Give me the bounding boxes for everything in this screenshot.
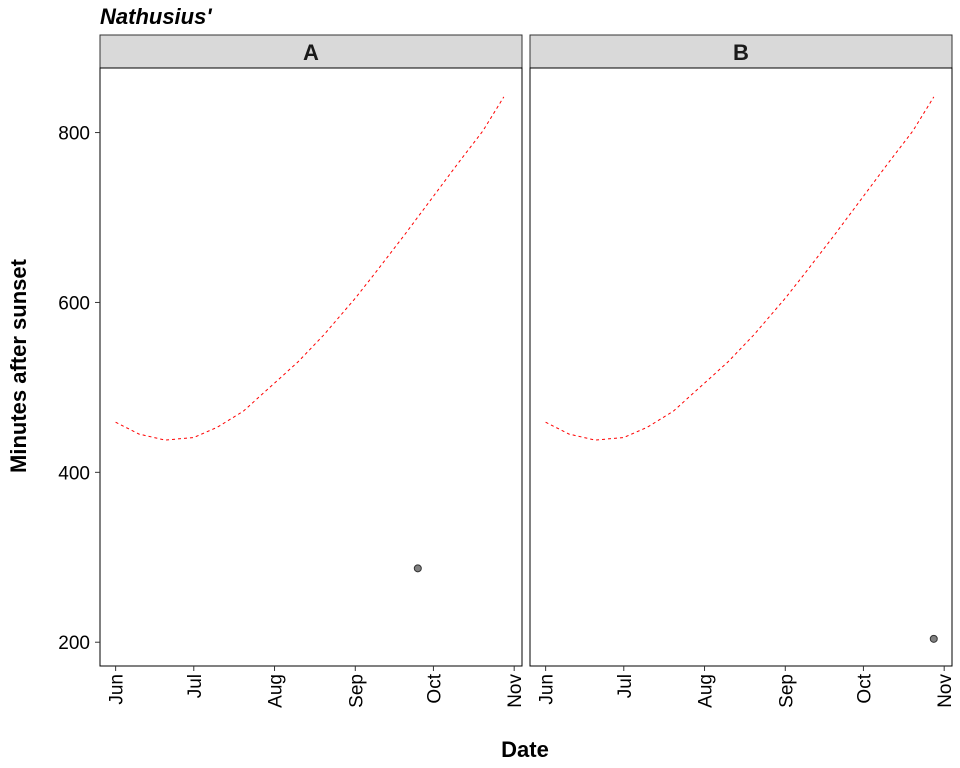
x-tick-label: Aug (696, 674, 717, 708)
x-tick-label: Oct (854, 673, 875, 703)
series-line (115, 96, 505, 441)
x-tick-label: Aug (266, 674, 287, 708)
x-tick-label: Jul (615, 674, 636, 698)
data-point (413, 564, 422, 573)
facet-strip-label: B (733, 40, 749, 65)
y-axis-title: Minutes after sunset (6, 258, 31, 473)
y-axis: 200 400 600 800 (58, 124, 100, 654)
facet-strip-label: A (303, 40, 319, 65)
x-tick-label: Jul (185, 674, 206, 698)
data-point (929, 634, 938, 643)
chart-title: Nathusius' (100, 4, 212, 29)
series-line (545, 96, 935, 441)
x-tick-label: Sep (346, 674, 367, 708)
facet-panel-b: B Jun Jul Aug Sep Oct Nov (529, 34, 956, 708)
facet-panel-a: A Jun Jul Aug Sep Oct Nov (99, 34, 526, 708)
y-tick-label: 600 (58, 293, 90, 314)
facet-strip (529, 34, 953, 69)
x-tick-label: Jun (537, 674, 558, 705)
facet-panels: A Jun Jul Aug Sep Oct Nov B Jun Jul Aug Sep Oct Nov (99, 34, 956, 708)
y-axis-title-group: Minutes after sunset (6, 258, 31, 473)
x-tick-label: Nov (935, 674, 956, 708)
panel-border (99, 67, 523, 667)
facet-strip (99, 34, 523, 69)
x-tick-label: Nov (505, 674, 526, 708)
x-tick-label: Oct (424, 673, 445, 703)
y-tick-label: 400 (58, 463, 90, 484)
x-axis-title: Date (501, 737, 549, 762)
y-tick-label: 200 (58, 633, 90, 654)
x-tick-label: Sep (776, 674, 797, 708)
panel-border (529, 67, 953, 667)
y-tick-label: 800 (58, 124, 90, 145)
x-tick-label: Jun (107, 674, 128, 705)
